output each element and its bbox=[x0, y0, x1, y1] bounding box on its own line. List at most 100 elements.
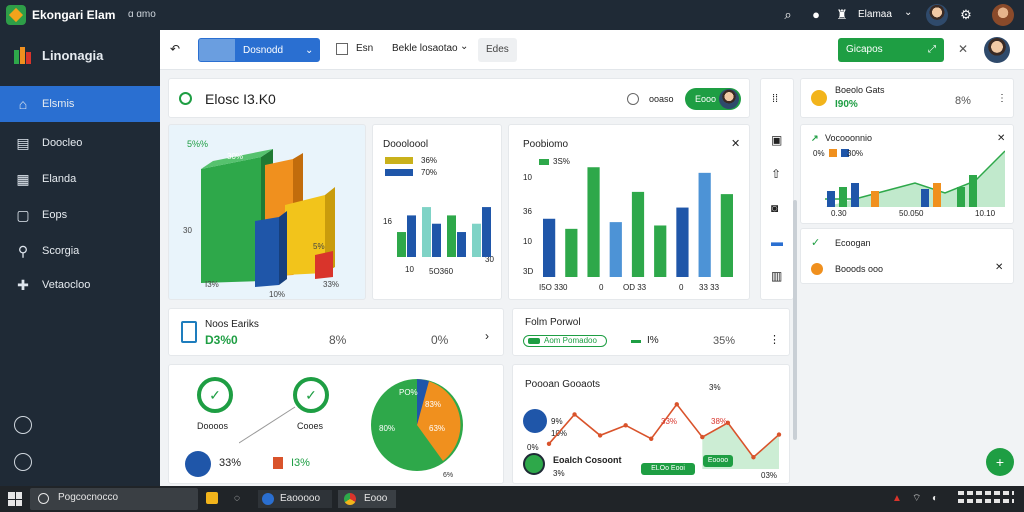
chart-label: 10% bbox=[269, 290, 285, 299]
series-line bbox=[548, 402, 780, 459]
folder-icon[interactable] bbox=[206, 492, 218, 504]
connector-line bbox=[239, 406, 296, 444]
add-button[interactable]: + bbox=[986, 448, 1014, 476]
axis-tick-label: 10.10 bbox=[975, 209, 996, 218]
axis-tick-label: 9% bbox=[551, 417, 563, 426]
status-badge[interactable]: ELOo Eooi bbox=[641, 463, 695, 475]
more-icon[interactable]: ⁞⁞ bbox=[772, 93, 779, 105]
scrollbar[interactable] bbox=[793, 200, 797, 440]
axis-tick-label: 10 bbox=[405, 265, 414, 274]
camera-icon[interactable]: ◙ bbox=[771, 201, 779, 215]
title-bar: Ekongari Elam ɑ ɑmo ⌕ ● ♜ Elamaa ⌄ ⚙ bbox=[0, 0, 1024, 30]
small-chart-title: Doooloool bbox=[383, 139, 429, 150]
dropdown-label[interactable]: Bekle losaotao bbox=[392, 43, 458, 54]
donut-panel: ✓ Doooos ✓ Cooes 33% I3% PO% 83% 80% 63%… bbox=[168, 364, 504, 484]
check-icon: ✓ bbox=[811, 237, 821, 249]
kpi-strip: Noos Eariks D3%0 8% 0% › bbox=[168, 308, 504, 356]
start-icon[interactable] bbox=[8, 492, 22, 506]
brand-name: Linonagia bbox=[42, 48, 104, 63]
close-icon[interactable]: ✕ bbox=[731, 138, 741, 150]
coin-icon bbox=[185, 451, 211, 477]
pie-chart: PO% 83% 80% 63% 6% bbox=[371, 379, 463, 479]
profile-avatar[interactable] bbox=[992, 4, 1014, 26]
taskbar-browser[interactable]: Eooo bbox=[338, 490, 396, 508]
bar bbox=[457, 232, 466, 257]
chevron-down-icon[interactable]: ⌄ bbox=[460, 41, 469, 52]
close-icon[interactable]: ✕ bbox=[997, 133, 1006, 144]
wifi-icon[interactable]: ⌔ bbox=[912, 493, 922, 504]
help-icon[interactable] bbox=[14, 416, 32, 434]
status-circle-icon bbox=[179, 92, 192, 105]
user-name[interactable]: Elamaa bbox=[858, 9, 892, 20]
search-icon bbox=[38, 493, 49, 504]
logout-icon[interactable] bbox=[14, 453, 32, 471]
search-icon[interactable]: ⌕ bbox=[784, 7, 792, 22]
bell-icon[interactable]: ♜ bbox=[836, 7, 848, 22]
upload-icon[interactable]: ⇧ bbox=[771, 167, 782, 181]
refresh-icon[interactable] bbox=[627, 93, 639, 105]
taskbar-search[interactable]: Pogcocnocco bbox=[30, 488, 198, 510]
avatar[interactable] bbox=[984, 37, 1010, 63]
line-chart-panel: Poooan Gooaots 9% 10% 0% 3% 33% 38% Eoal… bbox=[512, 364, 790, 484]
data-point bbox=[597, 433, 603, 438]
calendar-icon[interactable]: ▣ bbox=[771, 133, 783, 147]
coin-icon bbox=[523, 409, 547, 433]
more-icon[interactable]: ⋮ bbox=[997, 93, 1007, 104]
sidebar-item-clipboard[interactable]: ▦ Elanda bbox=[0, 161, 160, 197]
sidebar-item-documents[interactable]: ▤ Doocleo bbox=[0, 125, 160, 161]
puzzle-icon: ✚ bbox=[17, 277, 29, 293]
data-point bbox=[649, 436, 654, 441]
table-icon[interactable]: ▥ bbox=[771, 269, 783, 283]
bar-chart-panel: Poobiomo 3S% ✕ 10 36 10 3D I5O 330 0 OD … bbox=[508, 124, 750, 300]
back-icon[interactable]: ↶ bbox=[170, 42, 181, 56]
brand-logo-icon bbox=[14, 47, 31, 64]
status-badge[interactable]: Eoooo bbox=[703, 455, 733, 467]
list-item[interactable]: Ecoogan bbox=[835, 238, 871, 248]
chat-icon[interactable]: ◌ bbox=[234, 493, 240, 504]
bar bbox=[397, 232, 406, 257]
volume-icon[interactable]: ◐ bbox=[932, 493, 939, 504]
bar bbox=[543, 218, 556, 277]
status-badge[interactable]: Eooo bbox=[685, 88, 741, 110]
bar bbox=[609, 222, 622, 277]
area-chart-panel: ↗ Vocooonnio ✕ 0% 30% 0.30 50.050 10.10 bbox=[800, 124, 1014, 224]
status-badge[interactable]: Aom Pomadoo bbox=[523, 335, 607, 347]
list-item[interactable]: Booods ooo bbox=[835, 264, 884, 274]
sidebar-item-window[interactable]: ▢ Eops bbox=[0, 197, 160, 233]
view-select[interactable]: Dosnodd ⌄ bbox=[198, 38, 320, 62]
chevron-right-icon[interactable]: › bbox=[485, 329, 489, 343]
taskbar-app-label: Eooo bbox=[364, 493, 388, 504]
bar bbox=[698, 172, 711, 277]
legend-label: Eoalch Cosoont bbox=[553, 455, 622, 465]
more-icon[interactable]: ⋮ bbox=[769, 334, 780, 346]
sidebar-item-plugins[interactable]: ✚ Vetaocloo bbox=[0, 267, 160, 303]
legend-swatch bbox=[841, 149, 849, 157]
taskbar: Pogcocnocco ◌ Eaooooo Eooo ▲ ⌔ ◐ bbox=[0, 486, 1024, 512]
grid-icon[interactable] bbox=[336, 43, 348, 55]
bar-chart-title: Poobiomo bbox=[523, 139, 569, 150]
avatar[interactable] bbox=[926, 4, 948, 26]
kpi-value: D3%0 bbox=[205, 333, 238, 347]
check-circle-icon: ✓ bbox=[197, 377, 233, 413]
kpi-title: Folm Porwol bbox=[525, 317, 581, 328]
settings-icon[interactable]: ⚙ bbox=[960, 7, 972, 22]
kpi-percent: I3% bbox=[291, 457, 310, 469]
primary-action-button[interactable]: Gicapos ⤢ bbox=[838, 38, 944, 62]
secondary-button[interactable]: Edes bbox=[478, 38, 517, 62]
bar bbox=[432, 223, 441, 257]
database-icon[interactable]: ▬ bbox=[771, 235, 783, 249]
alert-icon[interactable]: ▲ bbox=[892, 493, 902, 504]
close-icon[interactable]: ✕ bbox=[958, 42, 969, 56]
sidebar-item-tools[interactable]: ⚲ Scorgia bbox=[0, 233, 160, 269]
small-chart-panel: Doooloool 36% 70% 16 10 5O360 30 bbox=[372, 124, 502, 300]
close-icon[interactable]: ✕ bbox=[995, 262, 1004, 273]
notification-icon[interactable]: ● bbox=[812, 7, 820, 22]
axis-tick-label: 10 bbox=[523, 173, 532, 182]
chart-label: 5% bbox=[313, 242, 325, 251]
area-chart-title: Vocooonnio bbox=[825, 133, 873, 143]
chevron-down-icon[interactable]: ⌄ bbox=[904, 7, 913, 18]
taskbar-app[interactable]: Eaooooo bbox=[258, 490, 332, 508]
filter-label[interactable]: Esn bbox=[356, 43, 374, 54]
sidebar-item-home[interactable]: ⌂ Elsmis bbox=[0, 86, 160, 122]
clock[interactable] bbox=[958, 489, 1014, 509]
